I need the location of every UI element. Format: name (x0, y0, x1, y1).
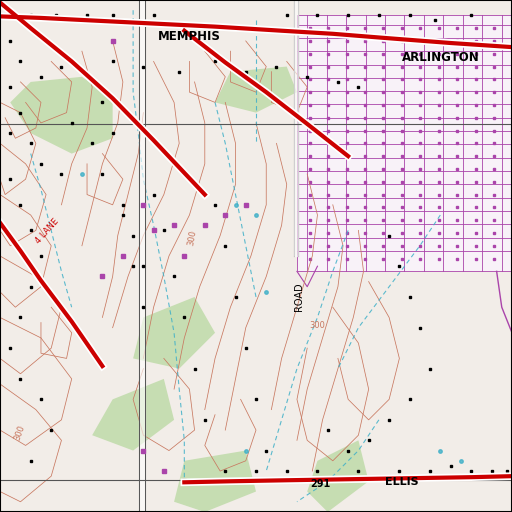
Text: 291: 291 (310, 479, 330, 489)
Polygon shape (10, 77, 113, 154)
Text: 300: 300 (12, 423, 27, 442)
Polygon shape (440, 113, 512, 179)
Text: 4 LANE: 4 LANE (34, 217, 60, 246)
Bar (297, 15, 512, 271)
Text: 300: 300 (186, 229, 198, 247)
Polygon shape (307, 440, 369, 512)
Polygon shape (133, 297, 215, 369)
Polygon shape (92, 379, 174, 451)
Text: ELLIS: ELLIS (385, 477, 419, 487)
Text: ARLINGTON: ARLINGTON (401, 51, 479, 64)
Text: ROAD: ROAD (294, 283, 304, 311)
Polygon shape (333, 72, 399, 133)
Text: 300: 300 (309, 321, 326, 330)
Text: MEMPHIS: MEMPHIS (158, 30, 221, 44)
Polygon shape (215, 67, 297, 113)
Polygon shape (174, 451, 256, 512)
